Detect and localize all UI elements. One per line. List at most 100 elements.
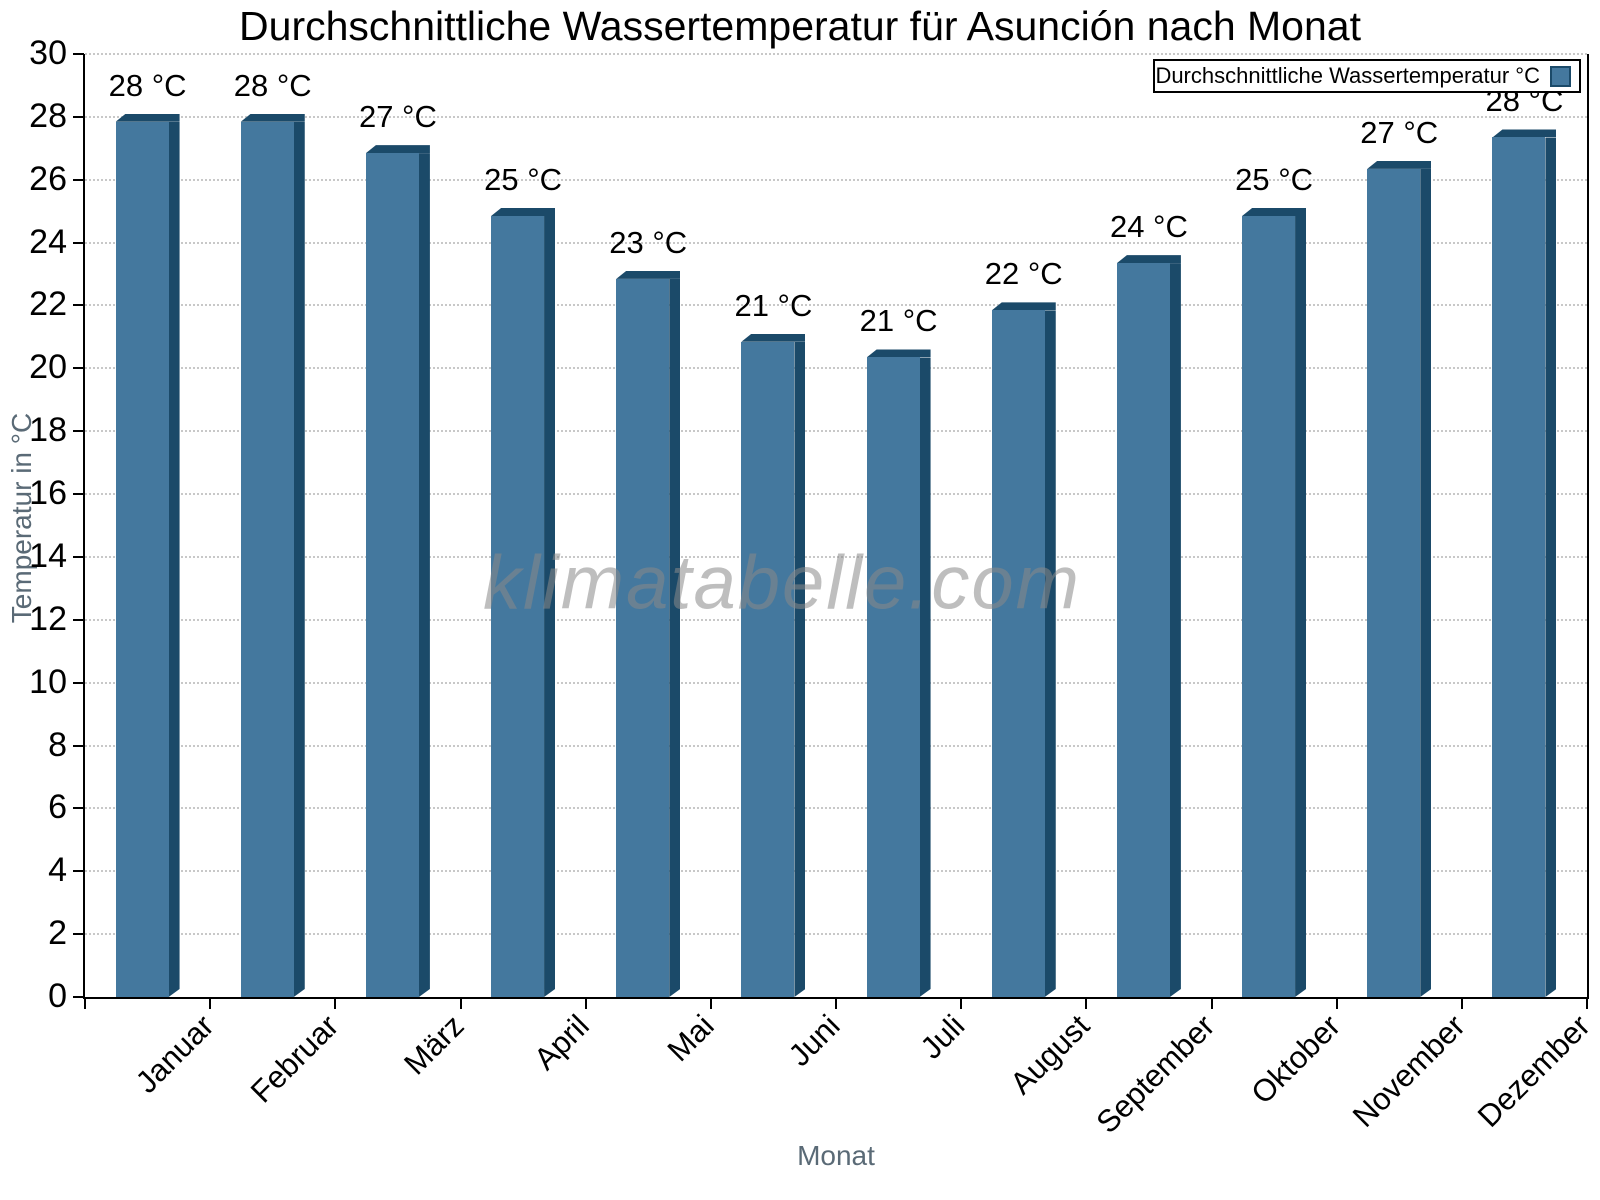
x-axis-category-text: Juni [781, 1008, 847, 1073]
bar-top-face [866, 349, 931, 358]
bar-right-face [418, 153, 430, 997]
bar-right-face [669, 278, 681, 997]
y-axis-tick [73, 115, 84, 118]
y-axis-tick-label: 24 [29, 222, 67, 261]
bar-value-label: 27 °C [1360, 114, 1439, 150]
bar-value-label: 23 °C [609, 224, 688, 260]
bar-top-face [365, 145, 430, 154]
y-axis-tick [73, 933, 84, 936]
x-axis-tick [960, 999, 963, 1009]
bar-oktober[interactable] [1242, 208, 1307, 997]
bar-märz[interactable] [365, 145, 430, 997]
y-axis-tick [73, 367, 84, 370]
x-axis-tick [584, 999, 587, 1009]
y-axis-tick [73, 681, 84, 684]
bar-november[interactable] [1367, 160, 1432, 997]
x-axis-tick [84, 999, 86, 1009]
bar-front-face [866, 357, 920, 997]
gridline [85, 807, 1587, 810]
bar-top-face [616, 270, 681, 279]
legend-swatch-icon [1550, 65, 1571, 87]
x-axis-category-text: August [1003, 1008, 1097, 1101]
x-axis-category-text: März [397, 1008, 471, 1082]
x-axis-tick [835, 999, 837, 1009]
y-axis-tick [73, 996, 84, 998]
x-axis-category-text: April [527, 1008, 596, 1077]
bar-top-face [1242, 208, 1307, 217]
y-axis-tick [73, 241, 84, 244]
x-axis-category-text: Mai [660, 1008, 721, 1069]
bar-april[interactable] [491, 208, 556, 997]
y-axis-tick-label: 6 [48, 788, 67, 827]
bar-februar[interactable] [240, 113, 305, 997]
y-axis-tick [73, 618, 84, 621]
plot-right-border [1587, 54, 1589, 997]
gridline [85, 555, 1587, 558]
y-axis-tick [73, 430, 84, 433]
bar-value-label: 27 °C [358, 99, 437, 135]
y-axis-tick [73, 304, 84, 307]
y-axis-tick-label: 0 [48, 977, 67, 1015]
bar-front-face [741, 341, 795, 997]
x-axis-category-text: Februar [243, 1008, 346, 1110]
bar-right-face [794, 341, 806, 997]
gridline [85, 870, 1587, 873]
y-axis-tick-label: 18 [29, 411, 67, 450]
bar-right-face [544, 216, 556, 997]
x-axis-category-text: Dezember [1471, 1008, 1598, 1134]
bar-top-face [1116, 255, 1181, 264]
y-axis-tick [73, 178, 84, 181]
bar-right-face [919, 357, 931, 997]
bar-juni[interactable] [741, 333, 806, 997]
y-axis-tick [73, 53, 84, 55]
y-axis-tick [73, 870, 84, 873]
bar-front-face [1367, 168, 1421, 997]
y-axis-tick-label: 26 [29, 159, 67, 198]
x-axis-category-text: Juli [913, 1008, 972, 1066]
y-axis-tick-label: 2 [48, 914, 67, 953]
bar-top-face [741, 333, 806, 342]
bar-front-face [240, 121, 294, 997]
y-axis-tick-label: 30 [29, 34, 67, 72]
chart-title: Durchschnittliche Wassertemperatur für A… [239, 3, 1361, 49]
gridline [85, 618, 1587, 621]
bar-right-face [1169, 263, 1181, 997]
bar-right-face [1044, 310, 1056, 997]
gridline [85, 304, 1587, 307]
y-axis-tick [73, 807, 84, 810]
x-axis-category-text: Oktober [1244, 1008, 1347, 1111]
bar-top-face [991, 302, 1056, 311]
bar-januar[interactable] [115, 113, 180, 997]
y-axis-tick-label: 16 [29, 474, 67, 513]
gridline [85, 367, 1587, 370]
bar-top-face [115, 113, 180, 122]
x-axis-tick [334, 999, 337, 1009]
bar-right-face [1420, 168, 1432, 997]
bar-value-label: 25 °C [1235, 162, 1314, 198]
gridline [85, 178, 1587, 181]
bar-right-face [1545, 137, 1557, 997]
x-axis-category-text: November [1346, 1008, 1472, 1134]
bar-front-face [491, 216, 545, 997]
y-axis-tick [73, 493, 84, 496]
bar-september[interactable] [1116, 255, 1181, 997]
x-axis-title: Monat [797, 1140, 875, 1171]
legend[interactable]: Durchschnittliche Wassertemperatur °C [1153, 59, 1581, 93]
x-axis-tick [1460, 999, 1463, 1009]
gridline [85, 744, 1587, 747]
y-axis-tick-label: 10 [29, 662, 67, 701]
y-axis-tick-label: 22 [29, 285, 67, 324]
bar-august[interactable] [991, 302, 1056, 997]
bar-front-face [991, 310, 1045, 997]
bar-right-face [168, 121, 180, 997]
gridline [85, 430, 1587, 433]
bar-front-face [115, 121, 169, 997]
y-axis-tick-label: 8 [48, 725, 67, 764]
bar-top-face [240, 113, 305, 122]
bar-top-face [1492, 129, 1557, 138]
bar-mai[interactable] [616, 270, 681, 997]
bar-top-face [1367, 160, 1432, 169]
bar-front-face [1492, 137, 1546, 997]
bar-juli[interactable] [866, 349, 931, 997]
bar-dezember[interactable] [1492, 129, 1557, 997]
